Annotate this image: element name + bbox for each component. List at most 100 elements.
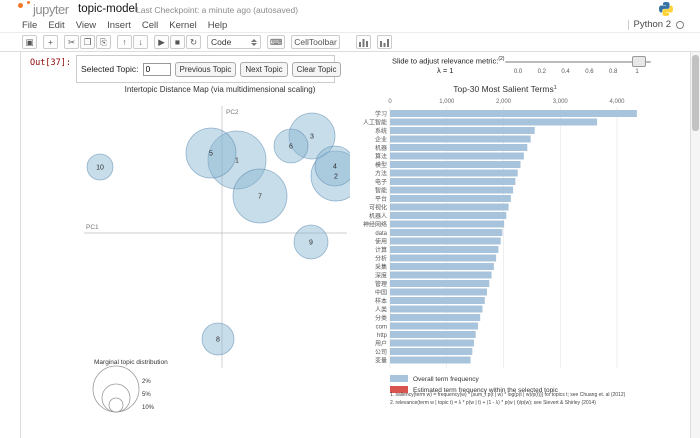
term-bar[interactable]	[390, 237, 501, 245]
plot-extension-button-2[interactable]	[376, 35, 392, 49]
menu-edit[interactable]: Edit	[48, 20, 65, 31]
previous-topic-button[interactable]: Previous Topic	[174, 61, 237, 77]
plot-extension-button-1[interactable]	[355, 35, 371, 49]
term-bar[interactable]	[390, 135, 531, 143]
term-bar[interactable]	[390, 152, 524, 160]
term-label: 神经网络	[363, 220, 387, 228]
term-bar[interactable]	[390, 229, 503, 236]
term-bar[interactable]	[390, 118, 598, 126]
add-cell-button[interactable]: +	[43, 35, 58, 49]
add-cell-icon: +	[48, 37, 53, 47]
term-label: 深度	[375, 271, 387, 279]
legend-swatch	[390, 386, 408, 393]
term-label: 分析	[375, 254, 387, 262]
term-bar[interactable]	[390, 339, 474, 347]
menu-kernel[interactable]: Kernel	[169, 20, 197, 31]
copy-cell-icon: ❐	[83, 36, 92, 47]
paste-cell-icon: ⎘	[100, 36, 107, 47]
slider-label: Slide to adjust relevance metric:(2)	[392, 56, 504, 66]
topic-bubble-8[interactable]	[201, 322, 235, 356]
topic-bubble-7[interactable]	[232, 168, 288, 224]
x-tick-label: 1,000	[439, 99, 455, 105]
term-label: 分类	[375, 314, 387, 322]
topic-bubble-1[interactable]	[207, 130, 267, 190]
term-bar[interactable]	[390, 348, 473, 355]
topic-bubble-4[interactable]	[314, 145, 350, 187]
paste-cell-button[interactable]: ⎘	[96, 35, 111, 49]
term-label: 企业	[375, 135, 387, 143]
stop-icon: ■	[174, 37, 181, 47]
move-up-button[interactable]: ↑	[117, 35, 132, 49]
cut-cell-icon: ✂	[67, 36, 76, 47]
term-bar[interactable]	[390, 314, 481, 321]
topic-bubble-3[interactable]	[288, 112, 336, 160]
selected-topic-input[interactable]	[142, 62, 171, 76]
term-bar[interactable]	[390, 271, 492, 279]
term-bar[interactable]	[390, 110, 637, 117]
term-bar[interactable]	[390, 220, 505, 228]
term-bar[interactable]	[390, 280, 490, 287]
menu-insert[interactable]: Insert	[107, 20, 131, 31]
term-bar[interactable]	[390, 322, 478, 330]
term-bar[interactable]	[390, 212, 507, 219]
term-bar[interactable]	[390, 144, 528, 151]
topic-bubble-label: 2	[334, 174, 338, 181]
term-bar[interactable]	[390, 195, 511, 202]
term-label: 系统	[375, 127, 387, 135]
move-down-button[interactable]: ↓	[133, 35, 148, 49]
cell-type-select[interactable]: Code	[207, 35, 261, 49]
cell-toolbar-button[interactable]: CellToolbar	[291, 35, 340, 49]
cell-type-value: Code	[211, 37, 232, 47]
stop-button[interactable]: ■	[170, 35, 185, 49]
topic-bubble-5[interactable]	[185, 127, 237, 179]
y-axis-label: PC2	[226, 109, 239, 116]
term-bar[interactable]	[390, 356, 471, 364]
term-bar[interactable]	[390, 203, 509, 211]
term-bar[interactable]	[390, 178, 516, 185]
topic-bubble-6[interactable]	[273, 128, 309, 164]
slider-tick-label: 0.4	[561, 69, 570, 75]
scrollbar-thumb[interactable]	[692, 55, 699, 131]
topic-bubble-label: 10	[96, 165, 104, 172]
topic-bubble-2[interactable]	[310, 150, 350, 202]
copy-cell-button[interactable]: ❐	[80, 35, 95, 49]
topic-bubble-9[interactable]	[293, 224, 329, 260]
term-bar[interactable]	[390, 246, 499, 253]
clear-topic-button[interactable]: Clear Topic	[291, 61, 342, 77]
term-bar[interactable]	[390, 331, 476, 338]
chart-title: Top-30 Most Salient Terms1	[453, 84, 557, 94]
term-bar[interactable]	[390, 263, 494, 270]
x-axis-label: PC1	[86, 224, 99, 231]
term-label: 变量	[375, 356, 387, 364]
save-button[interactable]: ▣	[22, 35, 37, 49]
scrollbar[interactable]	[690, 52, 700, 438]
term-bar[interactable]	[390, 288, 487, 296]
menu-cell[interactable]: Cell	[141, 20, 159, 31]
legend-label: Overall term frequency	[413, 376, 479, 383]
term-bar[interactable]	[390, 297, 485, 304]
topic-bubble-label: 3	[310, 134, 314, 141]
run-cell-button[interactable]: ▶	[154, 35, 169, 49]
term-bar[interactable]	[390, 186, 514, 194]
move-up-icon: ↑	[122, 37, 127, 47]
restart-kernel-button[interactable]: ↻	[186, 35, 201, 49]
term-bar[interactable]	[390, 305, 483, 313]
topic-bubble-10[interactable]	[86, 153, 114, 181]
term-bar[interactable]	[390, 254, 497, 262]
next-topic-button[interactable]: Next Topic	[240, 61, 288, 77]
menu-view[interactable]: View	[75, 20, 97, 31]
term-bar[interactable]	[390, 127, 535, 134]
menu-file[interactable]: File	[22, 20, 38, 31]
checkpoint-status: Last Checkpoint: a minute ago (autosaved…	[136, 5, 299, 15]
term-label: 采集	[375, 263, 387, 271]
notebook-title[interactable]: topic-model	[78, 3, 138, 15]
lambda-slider-handle[interactable]	[632, 56, 646, 67]
menu-help[interactable]: Help	[207, 20, 228, 31]
lambda-slider[interactable]	[505, 61, 651, 63]
jupyter-logo[interactable]: jupyter	[8, 1, 78, 17]
command-palette-button[interactable]: ⌨	[267, 35, 286, 49]
marginal-legend-size-label: 5%	[142, 392, 151, 398]
term-bar[interactable]	[390, 169, 518, 177]
cut-cell-button[interactable]: ✂	[64, 35, 79, 49]
term-bar[interactable]	[390, 161, 521, 168]
